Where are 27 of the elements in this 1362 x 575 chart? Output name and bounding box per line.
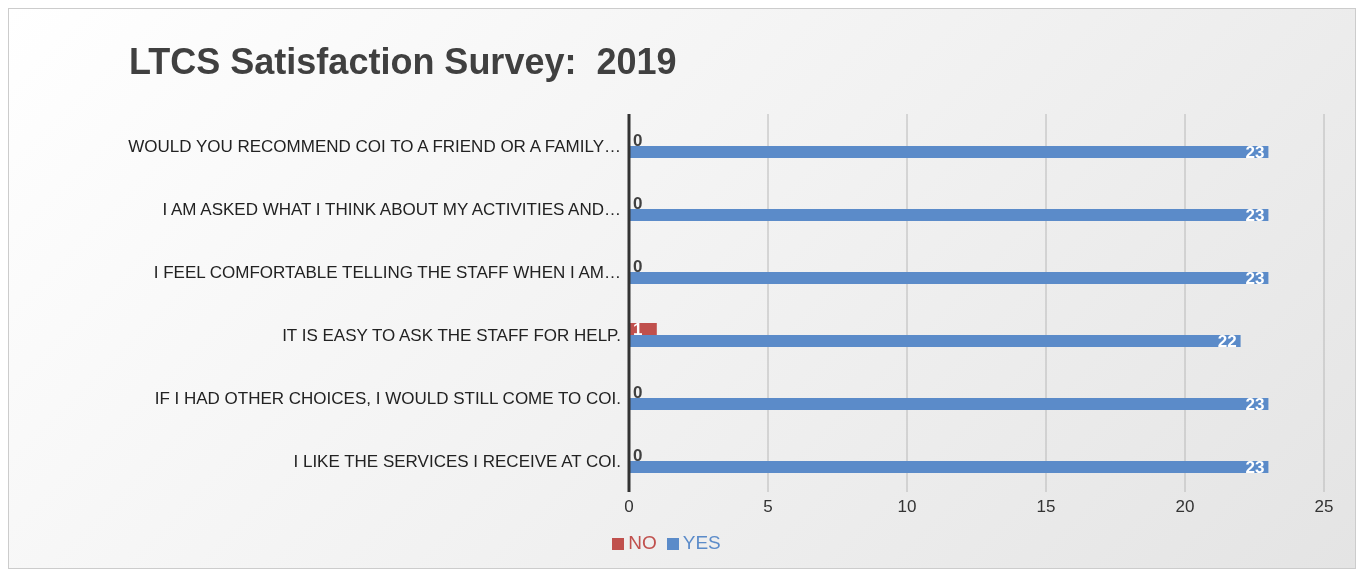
data-label: 0	[633, 193, 643, 213]
data-label: 23	[1245, 142, 1265, 162]
y-tick-label: WOULD YOU RECOMMEND COI TO A FRIEND OR A FAMILY…	[128, 136, 621, 156]
y-tick-label: I AM ASKED WHAT I THINK ABOUT MY ACTIVITIES AND…	[162, 199, 621, 219]
x-tick-label: 5	[763, 497, 773, 517]
data-label: 1	[633, 319, 643, 339]
data-label: 0	[633, 130, 643, 150]
x-tick-label: 25	[1314, 497, 1334, 517]
legend-label: NO	[628, 532, 657, 553]
data-label: 0	[633, 382, 643, 402]
data-label: 23	[1245, 457, 1265, 477]
legend-label: YES	[682, 532, 721, 553]
y-tick-label: IF I HAD OTHER CHOICES, I WOULD STILL COME TO COI.	[154, 388, 621, 408]
data-label: 23	[1245, 394, 1265, 414]
data-label: 23	[1245, 268, 1265, 288]
y-tick-label: IT IS EASY TO ASK THE STAFF FOR HELP.	[282, 325, 621, 345]
x-tick-label: 15	[1036, 497, 1056, 517]
y-tick-label: I FEEL COMFORTABLE TELLING THE STAFF WHEN I AM…	[153, 262, 621, 282]
data-label: 0	[633, 445, 643, 465]
x-tick-label: 0	[624, 497, 634, 517]
data-label: 22	[1217, 331, 1237, 351]
y-tick-label: I LIKE THE SERVICES I RECEIVE AT COI.	[293, 451, 621, 471]
x-tick-label: 10	[897, 497, 917, 517]
data-label: 23	[1245, 205, 1265, 225]
chart-title: LTCS Satisfaction Survey: 2019	[129, 41, 677, 83]
x-tick-label: 20	[1175, 497, 1195, 517]
data-label: 0	[633, 256, 643, 276]
